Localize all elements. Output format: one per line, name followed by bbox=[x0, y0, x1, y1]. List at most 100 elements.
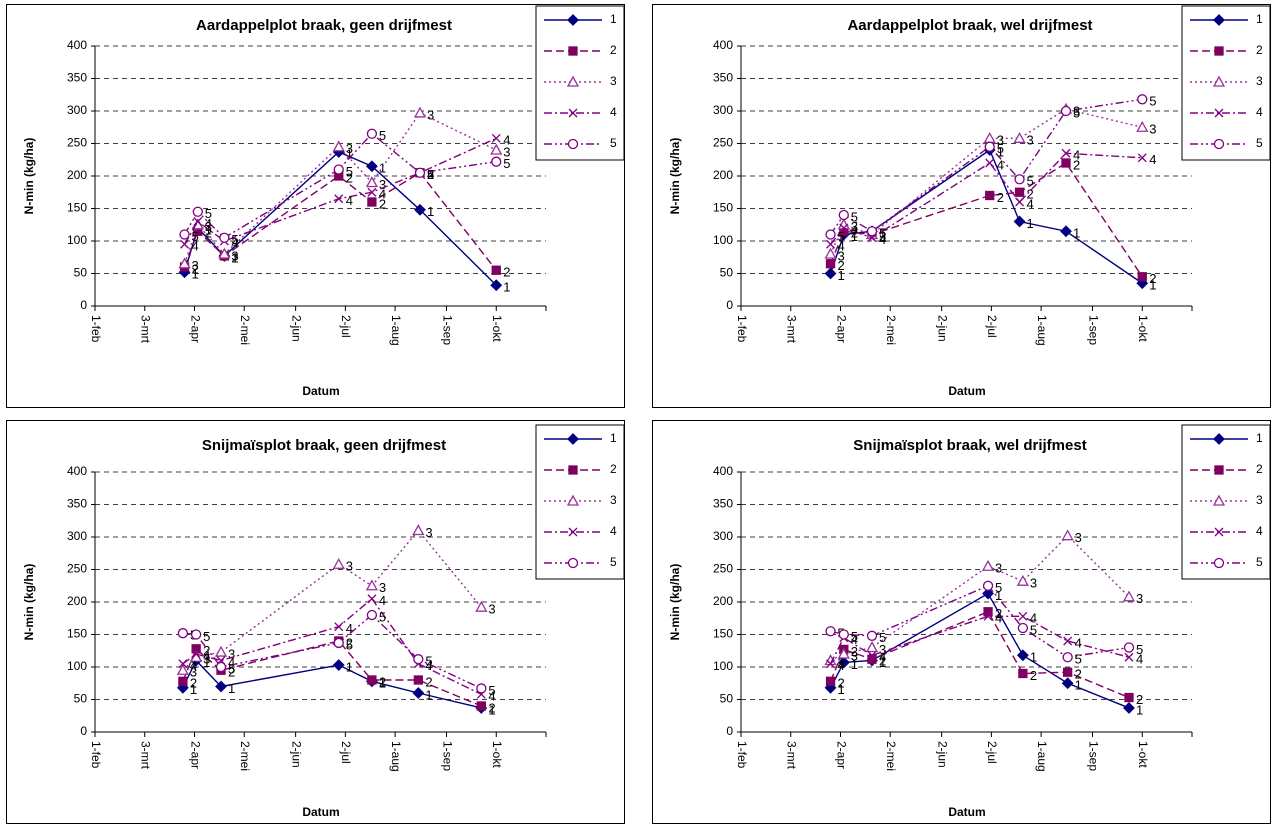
marker bbox=[838, 629, 849, 640]
data-label: 2 bbox=[346, 635, 353, 650]
x-axis-title: Datum bbox=[302, 805, 339, 819]
x-tick-label: 2-jun bbox=[289, 315, 303, 342]
data-label: 2 bbox=[838, 676, 845, 691]
data-label: 3 bbox=[379, 177, 386, 192]
y-tick-label: 100 bbox=[713, 233, 733, 247]
marker bbox=[824, 247, 837, 259]
marker bbox=[982, 580, 994, 591]
data-label: 3 bbox=[1075, 530, 1082, 545]
data-label: 1 bbox=[346, 146, 353, 161]
y-tick-label: 50 bbox=[74, 692, 88, 706]
data-label: 4 bbox=[503, 133, 510, 148]
marker bbox=[825, 259, 836, 269]
y-tick-label: 400 bbox=[713, 38, 733, 52]
marker bbox=[365, 176, 379, 188]
y-axis-title: N-min (kg/ha) bbox=[668, 138, 682, 215]
x-tick-label: 1-okt bbox=[490, 741, 504, 768]
marker bbox=[985, 190, 995, 201]
chart-title: Aardappelplot braak, wel drijfmest bbox=[847, 17, 1092, 34]
y-tick-label: 300 bbox=[67, 529, 87, 543]
marker bbox=[984, 141, 995, 152]
data-label: 2 bbox=[1073, 157, 1080, 172]
x-tick-label: 2-apr bbox=[834, 741, 848, 769]
legend-label: 4 bbox=[1256, 105, 1263, 119]
data-label: 1 bbox=[346, 659, 353, 674]
y-tick-label: 0 bbox=[80, 298, 87, 312]
x-axis-title: Datum bbox=[302, 384, 339, 398]
marker bbox=[825, 676, 836, 686]
data-label: 1 bbox=[879, 226, 886, 241]
y-tick-label: 350 bbox=[713, 71, 733, 85]
y-tick-label: 150 bbox=[713, 201, 733, 215]
marker bbox=[866, 630, 878, 641]
legend-label: 4 bbox=[1256, 524, 1263, 538]
marker bbox=[1016, 649, 1029, 662]
legend-label: 1 bbox=[1256, 431, 1263, 445]
legend-label: 3 bbox=[610, 74, 617, 88]
data-label: 1 bbox=[838, 268, 845, 283]
x-tick-label: 2-mei bbox=[238, 741, 252, 771]
data-label: 1 bbox=[1136, 702, 1143, 717]
marker bbox=[334, 194, 344, 204]
marker bbox=[837, 656, 850, 669]
data-label: 5 bbox=[1149, 94, 1156, 109]
x-tick-label: 1-aug bbox=[1035, 315, 1049, 346]
data-label: 5 bbox=[346, 164, 353, 179]
legend-marker bbox=[566, 494, 580, 506]
y-tick-label: 300 bbox=[713, 103, 733, 117]
marker bbox=[1137, 94, 1148, 105]
data-label: 5 bbox=[346, 637, 353, 652]
data-label: 3 bbox=[1136, 591, 1143, 606]
data-label: 2 bbox=[879, 229, 886, 244]
legend-box bbox=[1181, 5, 1271, 161]
x-axis-title: Datum bbox=[948, 384, 985, 398]
data-label: 1 bbox=[851, 657, 858, 672]
data-label: 2 bbox=[425, 674, 432, 689]
data-label: 3 bbox=[425, 525, 432, 540]
data-label: 4 bbox=[851, 632, 858, 647]
marker bbox=[1062, 652, 1073, 663]
data-label: 5 bbox=[379, 609, 386, 624]
marker bbox=[367, 675, 377, 685]
data-label: 5 bbox=[1136, 642, 1143, 657]
marker bbox=[365, 579, 379, 591]
data-label: 1 bbox=[997, 144, 1004, 159]
data-label: 1 bbox=[1073, 226, 1080, 241]
marker bbox=[476, 701, 486, 711]
data-label: 2 bbox=[203, 643, 210, 658]
marker bbox=[1061, 677, 1074, 690]
x-tick-label: 1-sep bbox=[1086, 315, 1100, 345]
data-label: 1 bbox=[190, 682, 197, 697]
marker bbox=[1061, 529, 1074, 541]
legend-marker bbox=[568, 108, 578, 118]
x-tick-label: 2-jul bbox=[985, 315, 999, 338]
marker bbox=[865, 641, 879, 653]
legend-marker bbox=[566, 75, 580, 87]
legend-label: 5 bbox=[1256, 136, 1263, 150]
data-label: 4 bbox=[231, 235, 238, 250]
y-tick-label: 300 bbox=[713, 529, 733, 543]
y-tick-label: 0 bbox=[726, 724, 733, 738]
chart-panel: Aardappelplot braak, wel drijfmest 0 50 100… bbox=[652, 4, 1271, 408]
data-label: 5 bbox=[997, 141, 1004, 156]
legend-marker bbox=[1213, 14, 1225, 26]
x-tick-label: 2-apr bbox=[188, 315, 202, 343]
data-label: 5 bbox=[838, 229, 845, 244]
y-tick-label: 200 bbox=[67, 168, 87, 182]
marker bbox=[219, 232, 230, 243]
data-label: 3 bbox=[427, 107, 434, 122]
data-label: 4 bbox=[346, 621, 353, 636]
marker bbox=[1061, 148, 1071, 158]
y-axis-title: N-min (kg/ha) bbox=[22, 564, 36, 641]
marker bbox=[837, 647, 850, 659]
marker bbox=[413, 106, 427, 118]
data-label: 4 bbox=[203, 648, 210, 663]
y-tick-label: 150 bbox=[67, 627, 87, 641]
y-tick-label: 200 bbox=[713, 594, 733, 608]
marker bbox=[1122, 590, 1136, 602]
data-label: 4 bbox=[379, 187, 386, 202]
marker bbox=[180, 239, 189, 249]
data-label: 1 bbox=[879, 655, 886, 670]
marker bbox=[366, 128, 378, 139]
